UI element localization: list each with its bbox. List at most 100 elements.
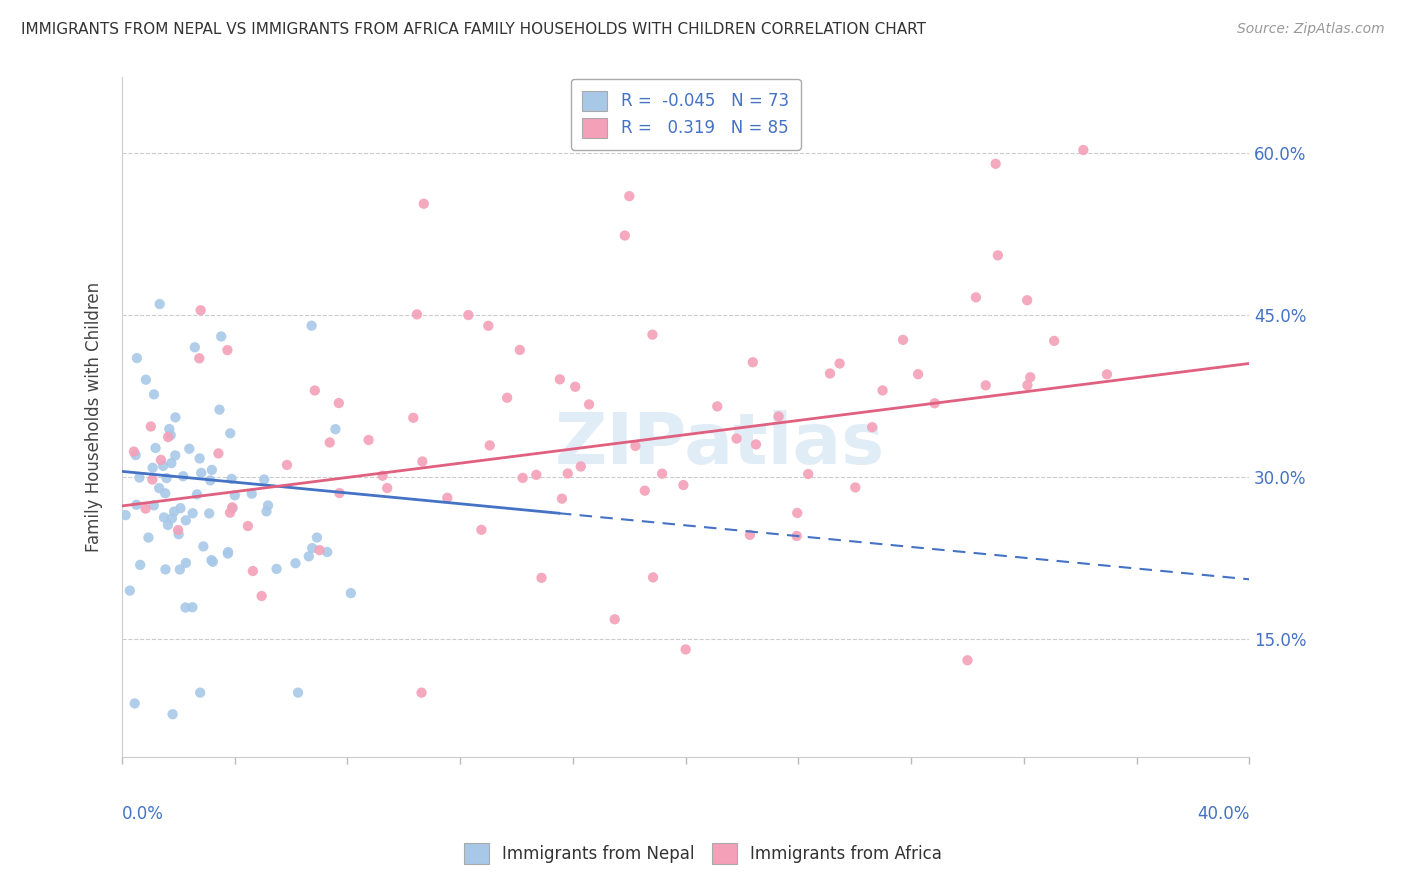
Point (406, 307, 429, 321)
Point (157, 422, 180, 436)
Point (167, 527, 190, 541)
Point (786, 529, 808, 543)
Point (266, 562, 288, 576)
Point (207, 446, 229, 460)
Point (157, 430, 180, 444)
Point (142, 460, 165, 475)
Point (236, 519, 259, 533)
Point (167, 523, 190, 537)
Point (169, 501, 191, 516)
Point (844, 480, 866, 494)
Point (198, 507, 221, 521)
Point (221, 472, 243, 486)
Point (478, 438, 501, 452)
Point (557, 467, 579, 481)
Point (174, 513, 197, 527)
Point (188, 451, 211, 466)
Point (512, 471, 534, 485)
Point (165, 410, 187, 425)
Legend: Immigrants from Nepal, Immigrants from Africa: Immigrants from Nepal, Immigrants from A… (457, 837, 949, 871)
Point (253, 473, 276, 487)
Point (125, 498, 148, 512)
Point (254, 504, 277, 518)
Point (1017, 378, 1039, 392)
Point (193, 540, 215, 554)
Point (135, 501, 157, 516)
Point (149, 297, 172, 311)
Point (316, 545, 339, 559)
Point (149, 453, 172, 467)
Point (768, 409, 790, 424)
Point (578, 397, 600, 411)
Point (496, 391, 519, 405)
Point (956, 653, 979, 667)
Point (169, 562, 191, 576)
Point (641, 327, 664, 342)
Point (725, 432, 748, 446)
Point (741, 355, 763, 369)
Point (509, 343, 531, 357)
Point (160, 511, 183, 525)
Point (135, 373, 157, 387)
Text: IMMIGRANTS FROM NEPAL VS IMMIGRANTS FROM AFRICA FAMILY HOUSEHOLDS WITH CHILDREN : IMMIGRANTS FROM NEPAL VS IMMIGRANTS FROM… (21, 22, 927, 37)
Y-axis label: Family Households with Children: Family Households with Children (86, 283, 103, 552)
Point (477, 318, 499, 333)
Point (200, 474, 222, 488)
Point (138, 531, 160, 545)
Point (139, 419, 162, 434)
Point (209, 329, 232, 343)
Point (375, 481, 398, 495)
Point (325, 422, 347, 436)
Point (301, 318, 323, 333)
Text: ZIPatlas: ZIPatlas (554, 410, 884, 479)
Point (142, 499, 165, 513)
Point (436, 491, 458, 505)
Point (402, 410, 425, 425)
Point (224, 488, 246, 502)
Point (162, 707, 184, 722)
Point (301, 541, 323, 555)
Point (613, 228, 636, 243)
Point (797, 467, 820, 481)
Text: Source: ZipAtlas.com: Source: ZipAtlas.com (1237, 22, 1385, 37)
Point (200, 553, 222, 567)
Point (190, 466, 212, 480)
Point (891, 333, 914, 347)
Point (1019, 370, 1042, 384)
Point (305, 531, 328, 545)
Point (551, 491, 574, 506)
Point (731, 124, 754, 138)
Point (1043, 334, 1066, 348)
Point (188, 351, 211, 366)
Point (221, 501, 243, 516)
Point (984, 157, 1007, 171)
Point (201, 463, 224, 477)
Point (357, 433, 380, 447)
Point (181, 600, 204, 615)
Point (174, 556, 197, 570)
Point (118, 583, 141, 598)
Point (287, 686, 309, 700)
Text: 0.0%: 0.0% (122, 805, 165, 823)
Point (641, 570, 664, 584)
Point (907, 367, 929, 381)
Point (860, 420, 883, 434)
Point (548, 372, 571, 386)
Point (242, 564, 264, 578)
Point (219, 506, 242, 520)
Point (524, 467, 547, 482)
Point (470, 523, 492, 537)
Point (172, 469, 194, 483)
Legend: R =  -0.045   N = 73, R =   0.319   N = 85: R = -0.045 N = 73, R = 0.319 N = 85 (571, 79, 800, 150)
Point (190, 303, 212, 318)
Point (155, 471, 177, 485)
Point (257, 499, 280, 513)
Point (179, 442, 201, 456)
Point (163, 505, 186, 519)
Point (786, 506, 808, 520)
Point (201, 555, 224, 569)
Point (1095, 368, 1118, 382)
Point (530, 571, 553, 585)
Point (603, 612, 626, 626)
Point (129, 558, 152, 572)
